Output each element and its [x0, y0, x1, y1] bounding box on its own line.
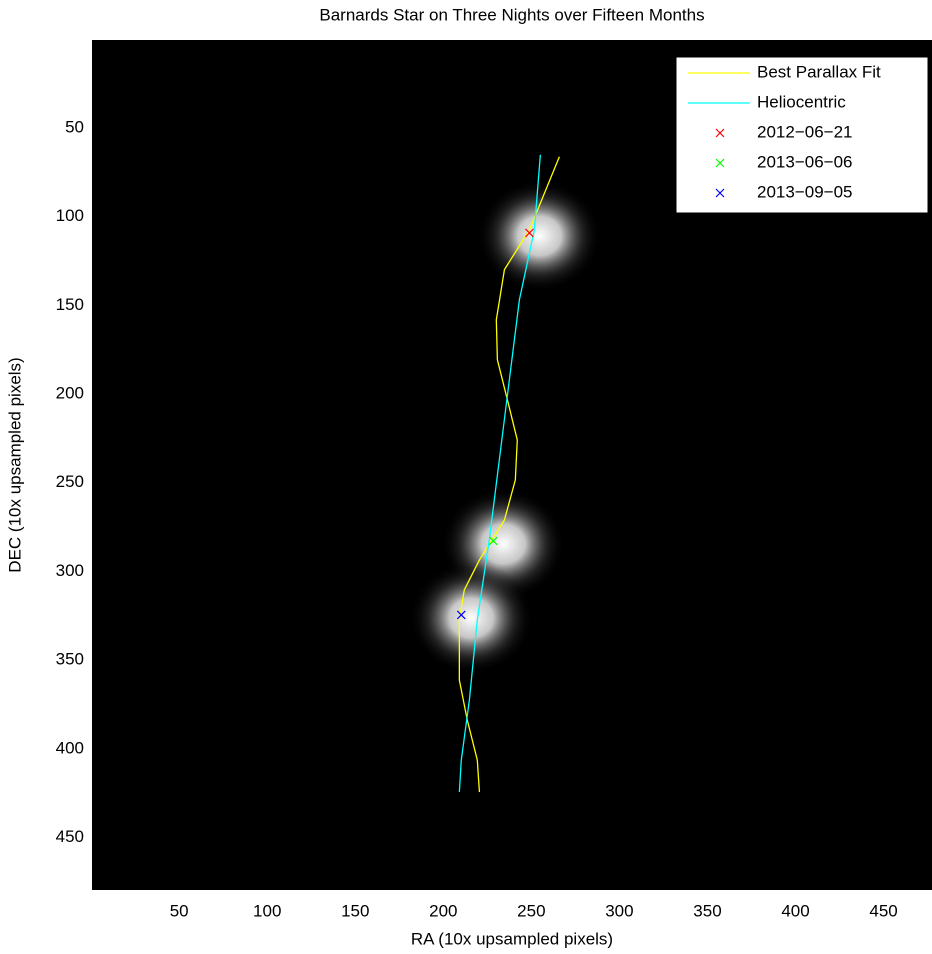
legend-label: Best Parallax Fit [757, 62, 881, 81]
x-tick-label: 200 [429, 901, 457, 920]
legend-label: 2012−06−21 [757, 122, 853, 141]
x-tick-label: 150 [341, 901, 369, 920]
x-tick-label: 250 [517, 901, 545, 920]
y-tick-label: 350 [56, 650, 84, 669]
y-axis-label: DEC (10x upsampled pixels) [5, 357, 24, 572]
legend-label: 2013−06−06 [757, 152, 853, 171]
x-tick-label: 50 [170, 901, 189, 920]
x-tick-label: 100 [253, 901, 281, 920]
chart-title: Barnards Star on Three Nights over Fifte… [319, 5, 704, 24]
star-glow [409, 562, 533, 674]
legend-label: 2013−09−05 [757, 182, 853, 201]
y-tick-label: 400 [56, 738, 84, 757]
y-tick-label: 300 [56, 561, 84, 580]
y-tick-label: 100 [56, 206, 84, 225]
x-tick-label: 450 [869, 901, 897, 920]
legend-label: Heliocentric [757, 92, 846, 111]
y-tick-label: 200 [56, 384, 84, 403]
chart: Barnards Star on Three Nights over Fifte… [0, 0, 932, 954]
star-glow [477, 180, 601, 292]
y-tick-label: 250 [56, 472, 84, 491]
x-tick-label: 300 [605, 901, 633, 920]
x-axis-label: RA (10x upsampled pixels) [411, 929, 613, 948]
x-tick-label: 350 [693, 901, 721, 920]
y-tick-label: 50 [65, 117, 84, 136]
x-tick-label: 400 [781, 901, 809, 920]
y-tick-label: 450 [56, 827, 84, 846]
y-tick-label: 150 [56, 295, 84, 314]
